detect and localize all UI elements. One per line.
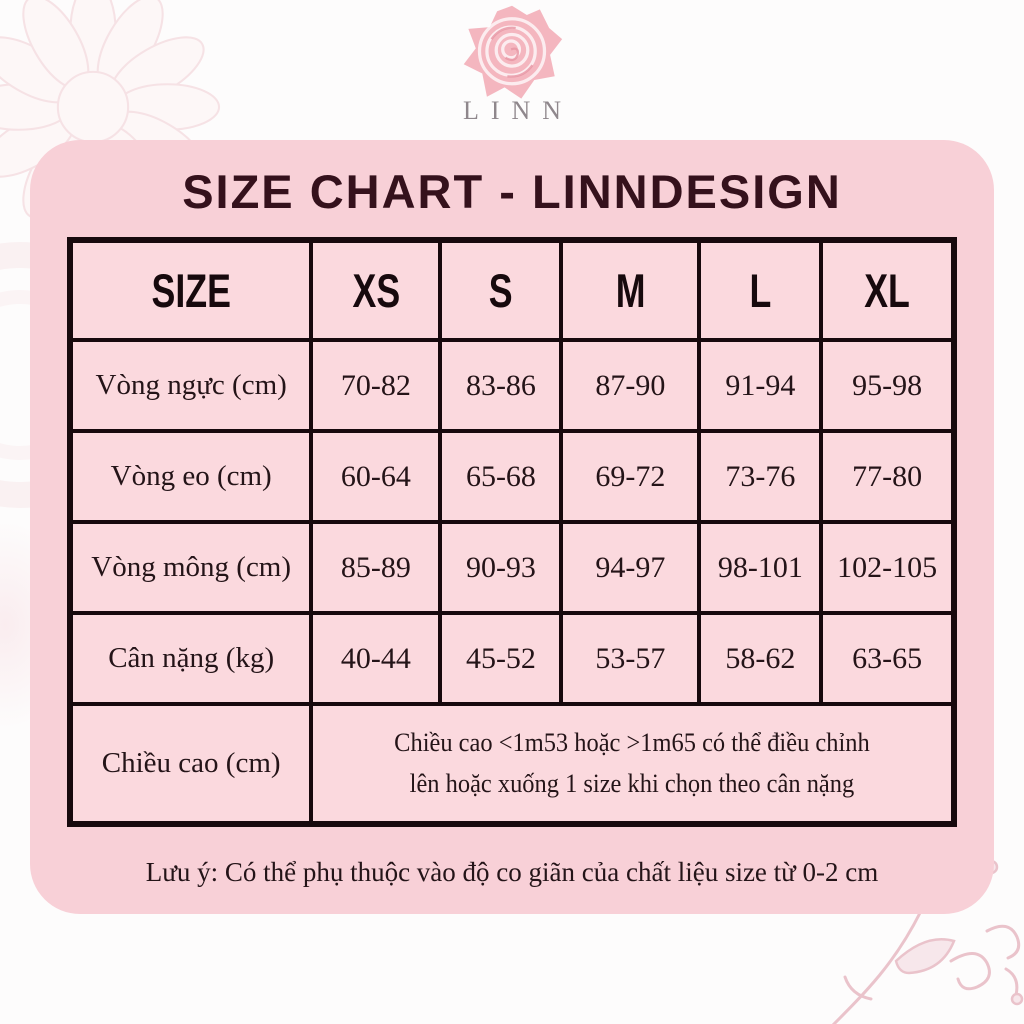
row-label: Vòng mông (cm) bbox=[67, 520, 314, 615]
row-label: Chiều cao (cm) bbox=[67, 702, 314, 826]
height-note-line2: lên hoặc xuống 1 size khi chọn theo cân … bbox=[409, 768, 855, 798]
cell-value: 94-97 bbox=[559, 520, 702, 615]
table-header-row: SIZE XS S M L XL bbox=[67, 238, 956, 342]
cell-value: 87-90 bbox=[559, 338, 702, 433]
table-row-waist: Vòng eo (cm) 60-64 65-68 69-72 73-76 77-… bbox=[67, 429, 956, 524]
cell-value: 83-86 bbox=[438, 338, 564, 433]
header-s: S bbox=[438, 238, 564, 342]
table-row-hip: Vòng mông (cm) 85-89 90-93 94-97 98-101 … bbox=[67, 520, 956, 615]
cell-value: 102-105 bbox=[819, 520, 956, 615]
table-row-height: Chiều cao (cm) Chiều cao <1m53 hoặc >1m6… bbox=[67, 702, 956, 826]
brand-name: LINN bbox=[462, 96, 574, 125]
cell-value: 40-44 bbox=[309, 611, 443, 706]
cell-value: 85-89 bbox=[309, 520, 443, 615]
cell-value: 90-93 bbox=[438, 520, 564, 615]
row-label: Cân nặng (kg) bbox=[67, 611, 314, 706]
cell-value: 98-101 bbox=[697, 520, 824, 615]
rose-icon bbox=[463, 5, 563, 99]
cell-value: 70-82 bbox=[309, 338, 443, 433]
cell-value: 95-98 bbox=[819, 338, 956, 433]
height-note-cell: Chiều cao <1m53 hoặc >1m65 có thể điều c… bbox=[309, 702, 956, 826]
footnote: Lưu ý: Có thể phụ thuộc vào độ co giãn c… bbox=[145, 857, 879, 887]
cell-value: 63-65 bbox=[819, 611, 956, 706]
table-row-weight: Cân nặng (kg) 40-44 45-52 53-57 58-62 63… bbox=[67, 611, 956, 706]
row-label: Vòng ngực (cm) bbox=[67, 338, 314, 433]
header-l: L bbox=[697, 238, 824, 342]
height-note-line1: Chiều cao <1m53 hoặc >1m65 có thể điều c… bbox=[394, 728, 870, 758]
cell-value: 45-52 bbox=[438, 611, 564, 706]
header-size: SIZE bbox=[67, 238, 314, 342]
header-xl: XL bbox=[819, 238, 956, 342]
header-xs: XS bbox=[309, 238, 443, 342]
page-title: SIZE CHART - LINNDESIGN bbox=[182, 165, 842, 218]
header-m: M bbox=[559, 238, 702, 342]
cell-value: 65-68 bbox=[438, 429, 564, 524]
cell-value: 60-64 bbox=[309, 429, 443, 524]
cell-value: 77-80 bbox=[819, 429, 956, 524]
size-chart-card: SIZE CHART - LINNDESIGN SIZE XS S M L XL… bbox=[30, 140, 994, 914]
table-row-bust: Vòng ngực (cm) 70-82 83-86 87-90 91-94 9… bbox=[67, 338, 956, 433]
brand-logo: LINN bbox=[0, 2, 1024, 126]
row-label: Vòng eo (cm) bbox=[67, 429, 314, 524]
cell-value: 91-94 bbox=[697, 338, 824, 433]
cell-value: 73-76 bbox=[697, 429, 824, 524]
cell-value: 69-72 bbox=[559, 429, 702, 524]
cell-value: 53-57 bbox=[559, 611, 702, 706]
cell-value: 58-62 bbox=[697, 611, 824, 706]
size-table: SIZE XS S M L XL Vòng ngực (cm) 70-82 83… bbox=[67, 237, 957, 827]
